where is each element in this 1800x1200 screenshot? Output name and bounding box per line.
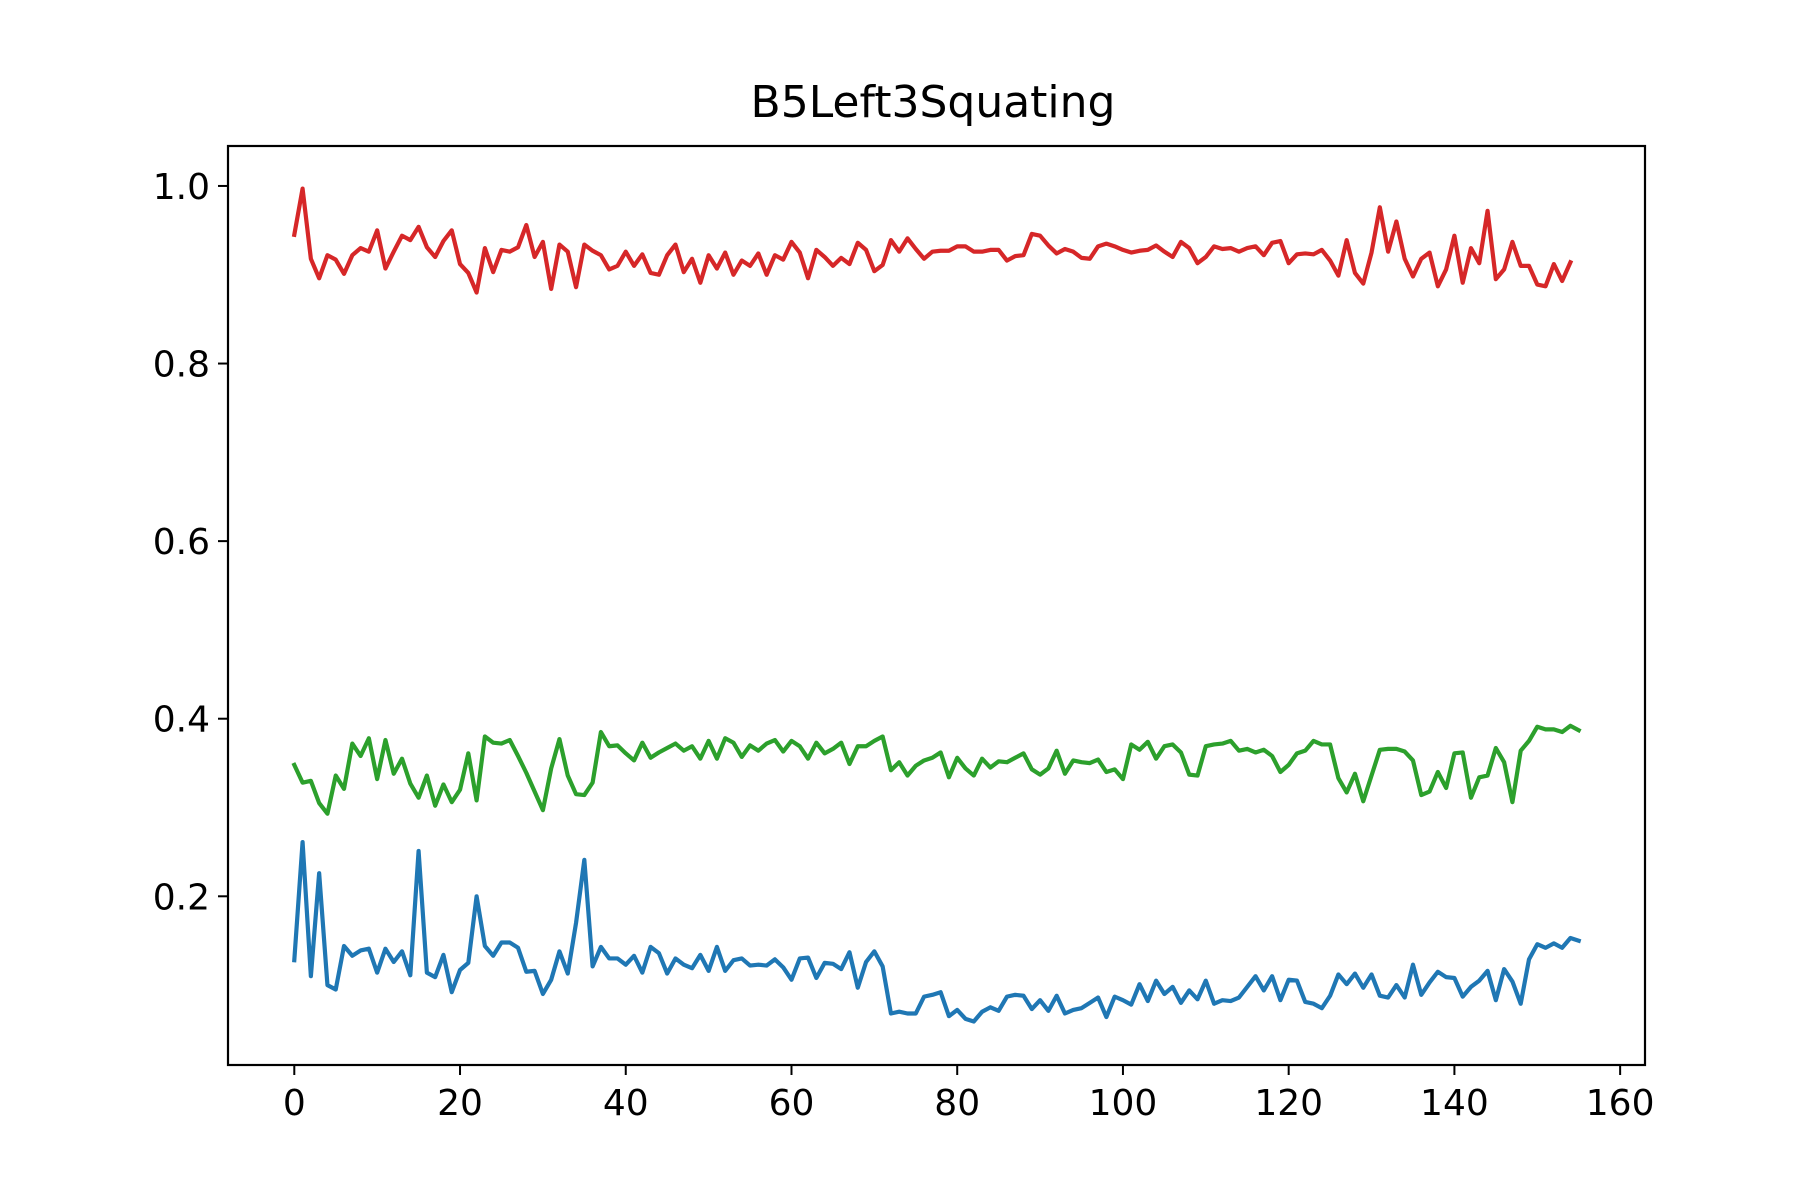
x-tick-label: 80 (934, 1083, 980, 1124)
series-line-1 (291, 186, 1574, 295)
y-tick-label: 0.2 (153, 877, 210, 918)
x-tick-label: 120 (1254, 1083, 1323, 1124)
plot-frame (226, 144, 1647, 1067)
x-tick-label: 60 (769, 1083, 815, 1124)
series-layer (291, 186, 1582, 1024)
x-axis: 0 20 40 60 80 100 120 140 160 (283, 1065, 1655, 1124)
x-tick-label: 0 (283, 1083, 306, 1124)
y-tick-label: 1.0 (153, 167, 210, 208)
chart-title: B5Left3Squating (751, 77, 1116, 128)
x-tick-label: 20 (437, 1083, 483, 1124)
x-tick-label: 160 (1586, 1083, 1655, 1124)
series-line-2 (291, 723, 1582, 816)
y-tick-label: 0.6 (153, 522, 210, 563)
y-tick-label: 0.4 (153, 700, 210, 741)
x-tick-label: 40 (603, 1083, 649, 1124)
y-tick-label: 0.8 (153, 345, 210, 386)
series-line-3 (292, 840, 1582, 1024)
x-tick-label: 140 (1420, 1083, 1489, 1124)
x-tick-label: 100 (1089, 1083, 1158, 1124)
y-axis: 0.2 0.4 0.6 0.8 1.0 (153, 167, 228, 918)
